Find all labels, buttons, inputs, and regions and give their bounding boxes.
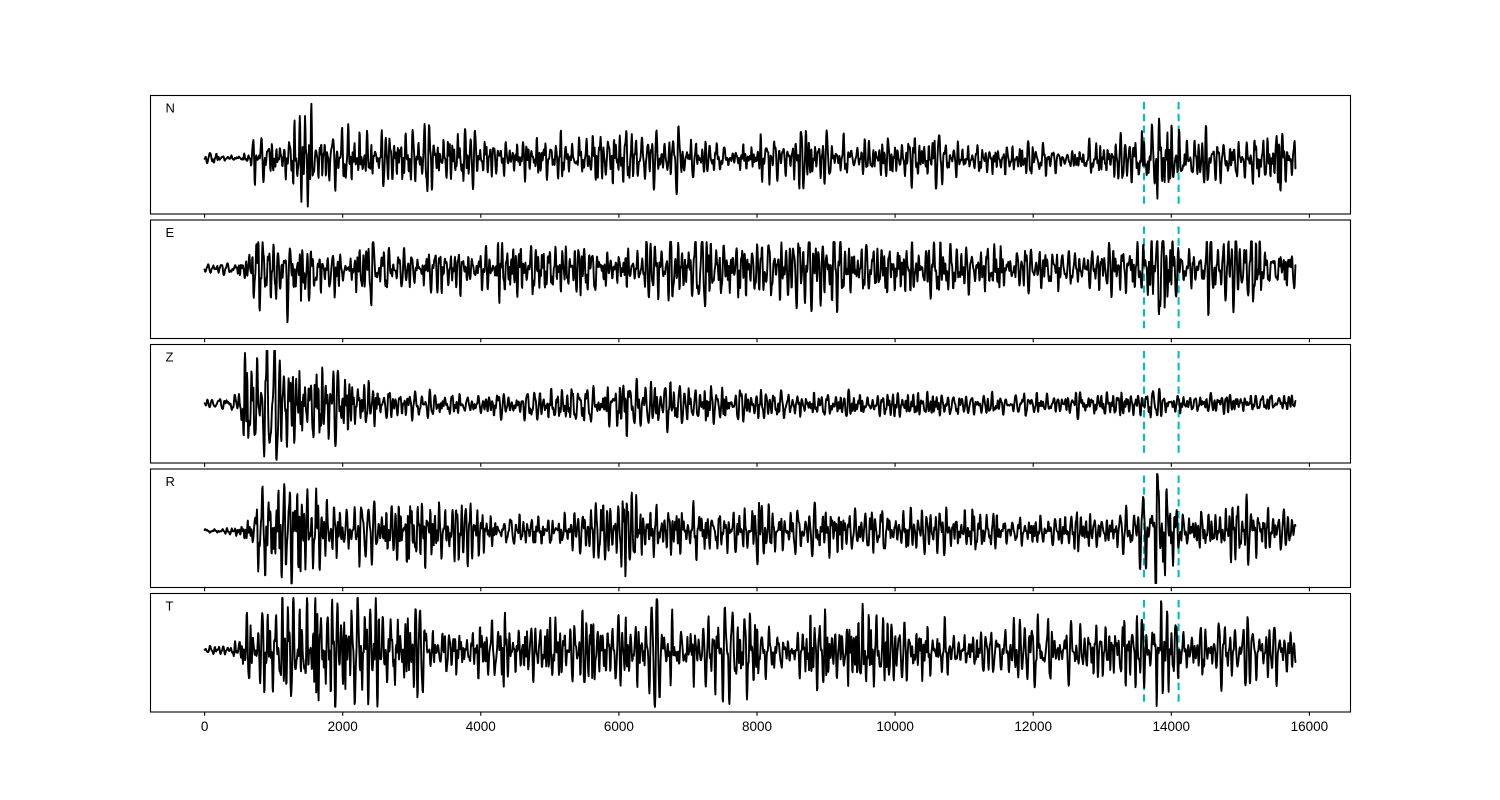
svg-text:16000: 16000 <box>1291 719 1329 734</box>
svg-text:0: 0 <box>201 719 209 734</box>
svg-text:8000: 8000 <box>742 719 772 734</box>
svg-text:E: E <box>166 225 175 240</box>
svg-text:Z: Z <box>166 350 174 365</box>
svg-text:10000: 10000 <box>876 719 914 734</box>
svg-text:T: T <box>166 599 174 614</box>
svg-text:N: N <box>166 101 175 116</box>
svg-text:12000: 12000 <box>1014 719 1052 734</box>
svg-text:4000: 4000 <box>466 719 496 734</box>
svg-text:2000: 2000 <box>328 719 358 734</box>
svg-text:6000: 6000 <box>604 719 634 734</box>
svg-text:R: R <box>166 474 175 489</box>
svg-text:14000: 14000 <box>1153 719 1191 734</box>
